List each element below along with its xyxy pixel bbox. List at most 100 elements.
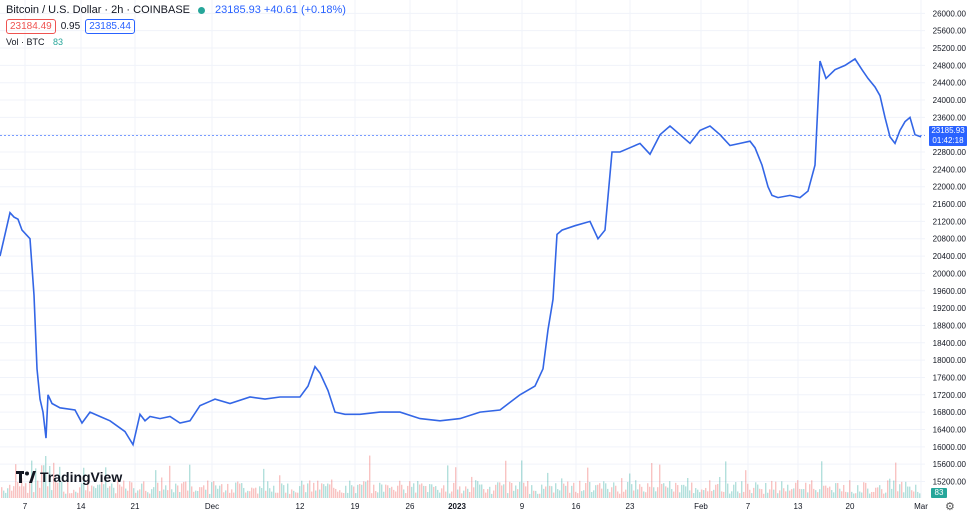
volume-bar xyxy=(371,493,373,498)
volume-bar xyxy=(437,489,439,498)
volume-bar xyxy=(853,493,855,498)
volume-bar xyxy=(875,487,877,498)
volume-bar xyxy=(843,484,845,498)
volume-bar xyxy=(137,490,139,498)
y-tick-label: 15200.00 xyxy=(933,477,967,486)
volume-legend[interactable]: Vol · BTC 83 xyxy=(6,37,63,47)
volume-bar xyxy=(255,487,257,498)
volume-bar xyxy=(795,482,797,498)
volume-bar xyxy=(503,484,505,498)
volume-bar xyxy=(81,483,83,498)
volume-bar xyxy=(239,483,241,498)
volume-bar xyxy=(91,485,93,498)
volume-bar xyxy=(215,485,217,498)
volume-bar xyxy=(303,484,305,498)
volume-bar xyxy=(197,490,199,498)
volume-bar xyxy=(485,492,487,498)
volume-bar xyxy=(99,484,101,498)
y-tick-label: 18400.00 xyxy=(933,339,967,348)
volume-bar xyxy=(789,490,791,498)
volume-bar xyxy=(21,478,23,498)
volume-bar xyxy=(615,485,617,498)
volume-bar xyxy=(857,485,859,498)
volume-bar xyxy=(847,492,849,498)
sell-price-button[interactable]: 23184.49 xyxy=(6,19,56,34)
volume-bar xyxy=(163,489,165,498)
volume-bar xyxy=(657,487,659,498)
symbol-title[interactable]: Bitcoin / U.S. Dollar · 2h · COINBASE xyxy=(6,4,190,16)
x-tick-label: 9 xyxy=(520,502,525,511)
volume-bar xyxy=(775,481,777,498)
volume-bar xyxy=(35,468,37,498)
volume-bar xyxy=(179,492,181,498)
volume-bar xyxy=(881,489,883,498)
volume-bar xyxy=(13,486,15,498)
volume-bar xyxy=(291,489,293,498)
volume-bar xyxy=(235,482,237,498)
volume-bar xyxy=(463,490,465,498)
volume-bar xyxy=(899,484,901,498)
volume-bar xyxy=(637,489,639,498)
market-status-icon xyxy=(198,6,205,14)
volume-bar xyxy=(673,491,675,498)
volume-bar xyxy=(295,492,297,498)
volume-bar xyxy=(457,489,459,498)
volume-bar xyxy=(555,483,557,498)
volume-bar xyxy=(903,492,905,498)
volume-bar xyxy=(183,481,185,498)
chart-header: Bitcoin / U.S. Dollar · 2h · COINBASE 23… xyxy=(6,4,346,16)
volume-bar xyxy=(737,491,739,498)
y-tick-label: 26000.00 xyxy=(933,9,967,18)
volume-bar xyxy=(765,482,767,498)
volume-bar xyxy=(233,492,235,498)
volume-bar xyxy=(885,492,887,498)
volume-bar xyxy=(487,489,489,498)
volume-bar xyxy=(493,490,495,498)
volume-bar xyxy=(237,481,239,498)
volume-bar xyxy=(817,492,819,498)
volume-bar xyxy=(755,482,757,498)
volume-bar xyxy=(327,483,329,498)
volume-bar xyxy=(429,484,431,498)
x-tick-label: Dec xyxy=(205,502,219,511)
volume-bar xyxy=(509,481,511,498)
volume-bar xyxy=(25,483,27,498)
volume-bar xyxy=(105,467,107,498)
buy-price-button[interactable]: 23185.44 xyxy=(85,19,135,34)
volume-bar xyxy=(529,493,531,498)
volume-bar xyxy=(729,493,731,498)
volume-bar xyxy=(3,490,5,498)
volume-bar xyxy=(821,461,823,498)
y-axis[interactable]: 15200.00 15600.00 16000.00 16400.00 16800.00… xyxy=(933,9,967,486)
volume-bar xyxy=(107,487,109,498)
volume-bar xyxy=(605,483,607,498)
x-axis[interactable]: 7 14 21 Dec 12 19 26 2023 9 16 23 Feb 7 13 20 Mar xyxy=(23,502,928,511)
tradingview-logo[interactable]: TradingView xyxy=(16,469,122,485)
volume-bar xyxy=(133,488,135,498)
volume-bar xyxy=(127,490,129,498)
volume-bar xyxy=(719,476,721,498)
y-tick-label: 21600.00 xyxy=(933,200,967,209)
volume-bar xyxy=(109,486,111,498)
y-tick-label: 21200.00 xyxy=(933,217,967,226)
volume-bar xyxy=(5,492,7,498)
volume-bar xyxy=(563,483,565,498)
volume-bar xyxy=(165,485,167,498)
volume-bar xyxy=(589,482,591,498)
volume-bar xyxy=(367,480,369,498)
volume-bar xyxy=(521,460,523,498)
volume-bar xyxy=(157,482,159,498)
volume-bar xyxy=(869,493,871,498)
volume-bar xyxy=(191,486,193,498)
volume-bar xyxy=(569,492,571,498)
volume-bar xyxy=(679,492,681,498)
volume-bar xyxy=(51,490,53,498)
volume-bar xyxy=(243,487,245,498)
volume-bar xyxy=(895,462,897,498)
volume-bar xyxy=(69,493,71,498)
volume-bar xyxy=(669,481,671,498)
volume-bar xyxy=(447,465,449,498)
settings-gear-icon[interactable]: ⚙ xyxy=(945,501,955,513)
volume-bar xyxy=(791,489,793,498)
